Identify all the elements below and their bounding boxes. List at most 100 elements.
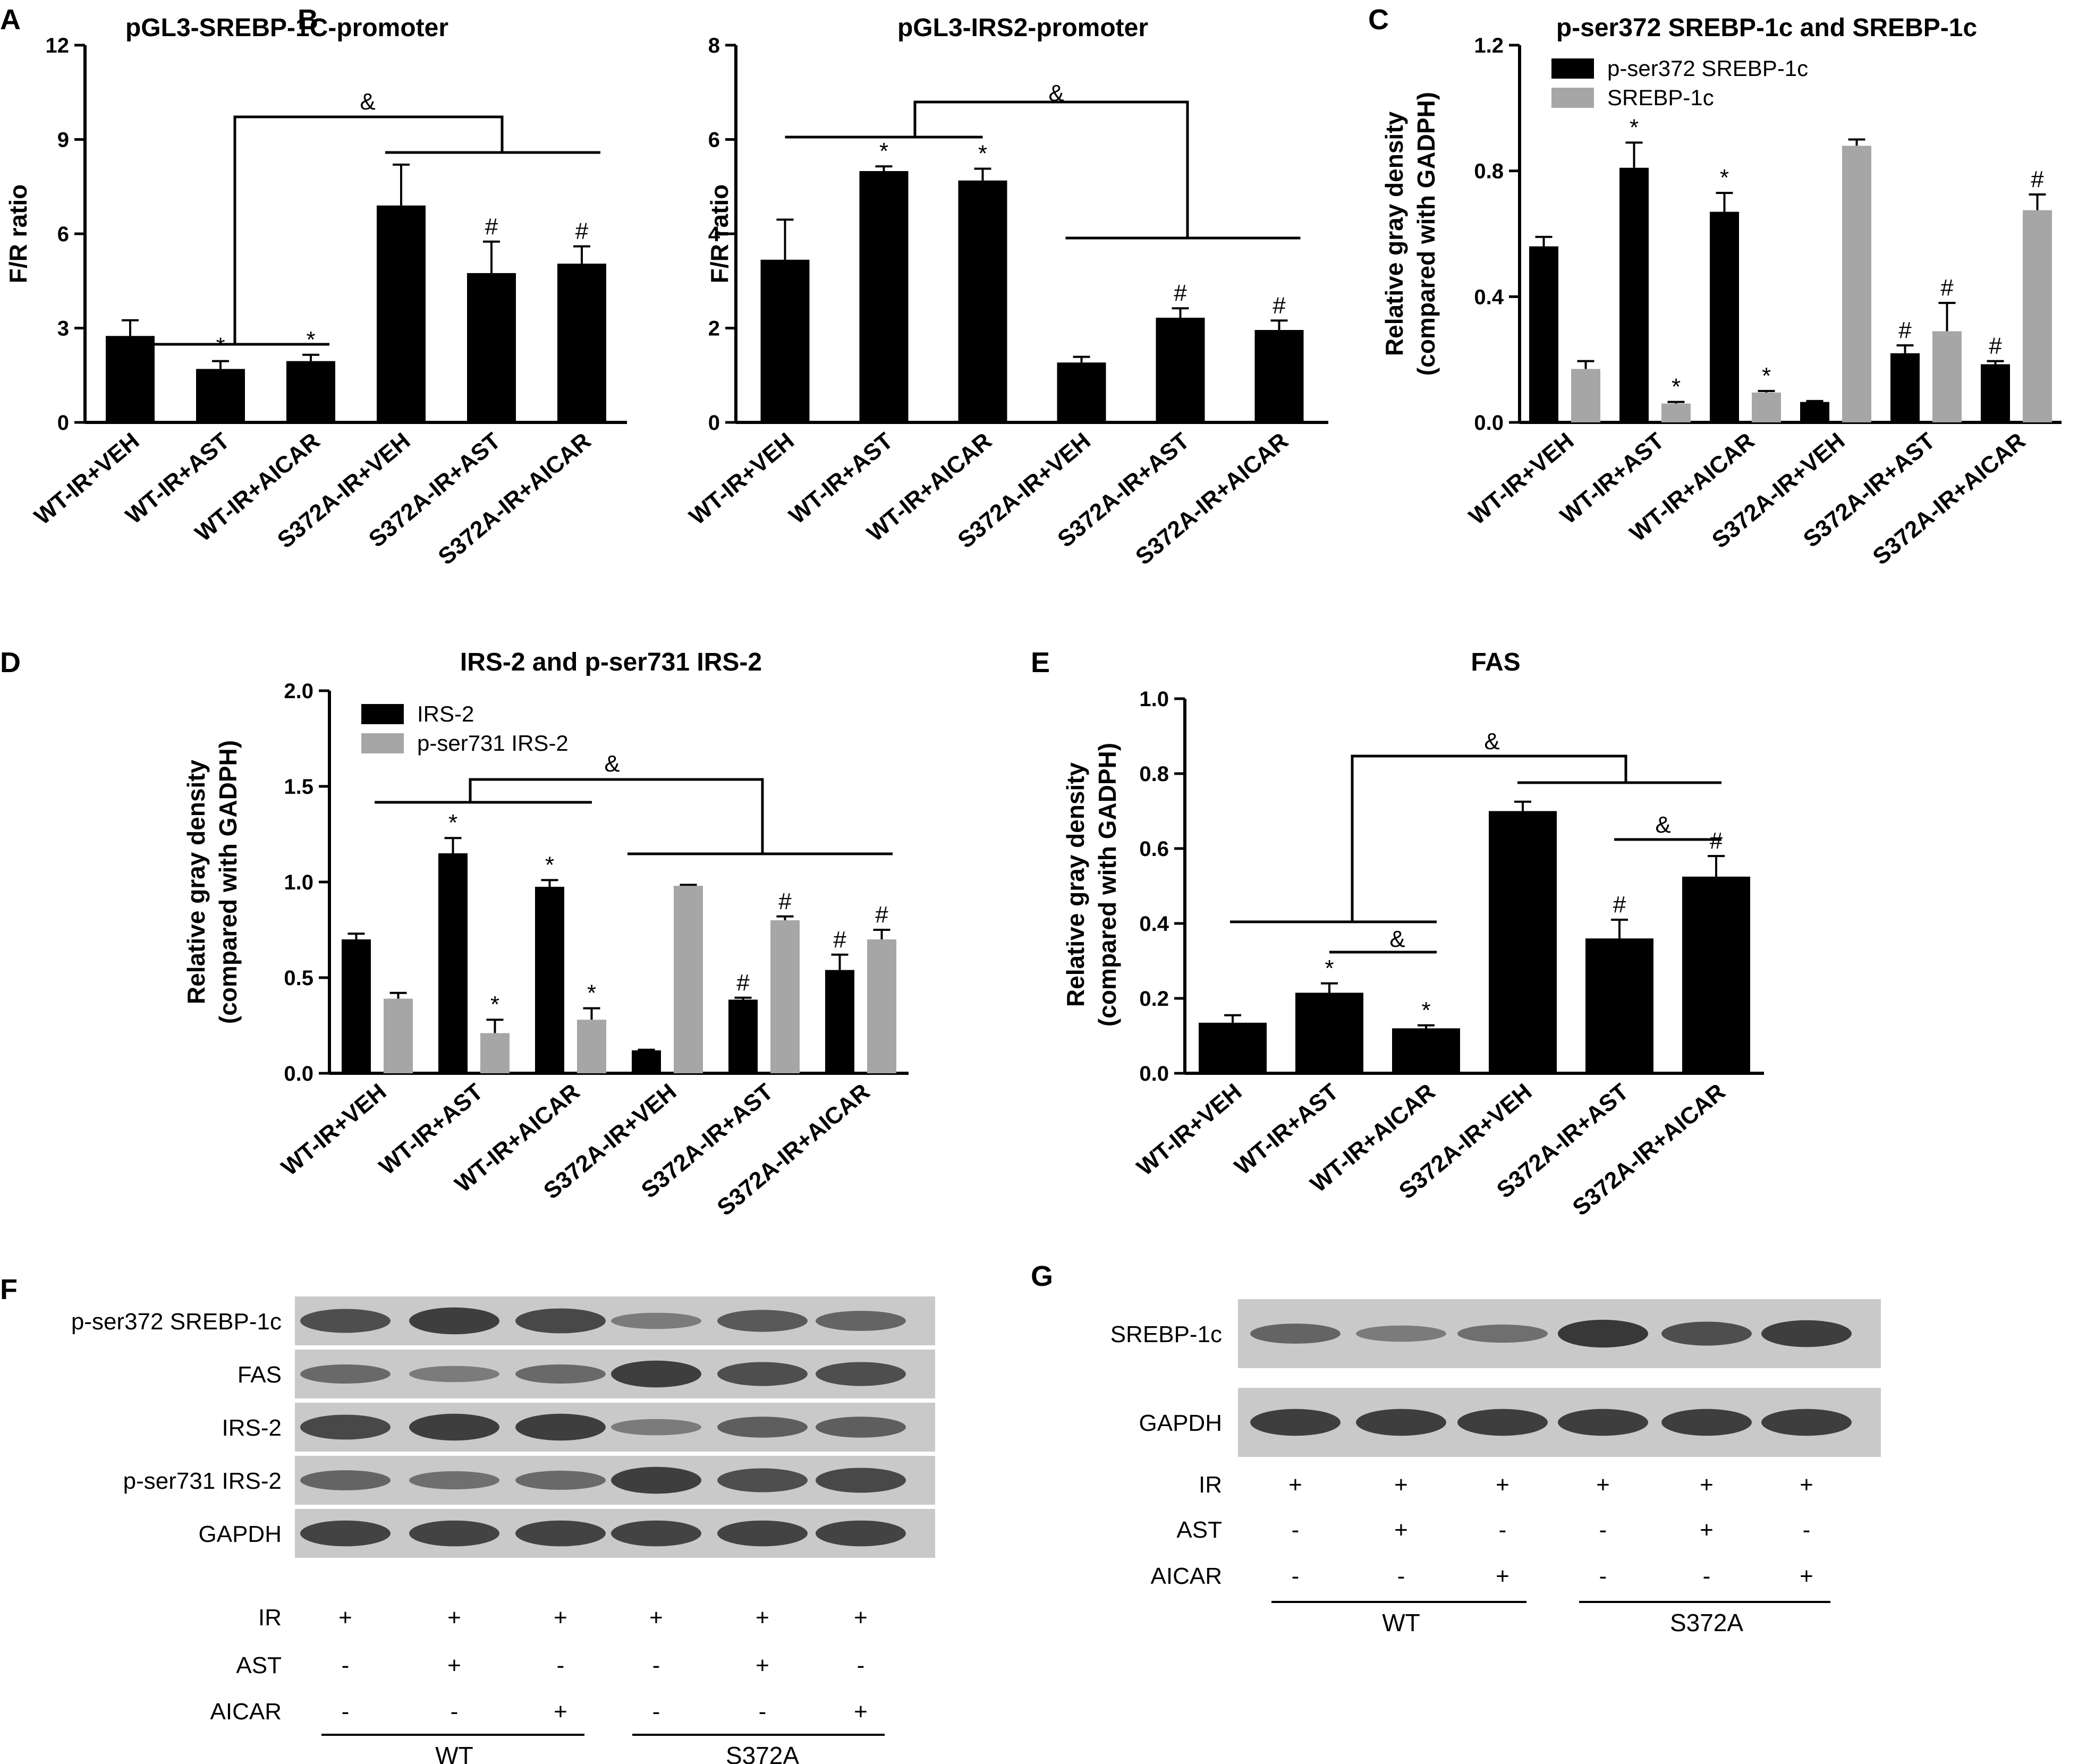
legend-label: p-ser731 IRS-2: [417, 731, 569, 756]
blot-band: [1457, 1324, 1548, 1343]
bar: [1156, 317, 1205, 422]
panel-e: E FAS 0.0 0.2 0.4 0.6 0.8 1.0 Relative gray dens…: [1031, 647, 1764, 1221]
y-tick-label: 0.5: [284, 966, 313, 990]
treatment-sign: +: [338, 1605, 352, 1631]
y-tick-label: 2: [708, 317, 720, 341]
treatment-sign: -: [652, 1652, 660, 1678]
y-tick-label: 0.4: [1474, 285, 1504, 309]
treatment-sign: -: [451, 1699, 459, 1725]
bar: [577, 1020, 606, 1073]
treatment-sign: +: [1596, 1472, 1610, 1498]
treatment-sign: +: [649, 1605, 663, 1631]
bar: [1981, 364, 2010, 422]
significance-mark: *: [545, 852, 554, 878]
bracket-line: [913, 100, 1189, 238]
y-tick-label: 0: [708, 411, 720, 435]
y-tick-label: 0.0: [1474, 411, 1504, 435]
y-tick-label: 1.5: [284, 775, 313, 799]
bar: [467, 273, 516, 422]
panel-letter: G: [1031, 1260, 1053, 1292]
treatment-label: IR: [258, 1605, 282, 1631]
significance-mark: #: [1940, 275, 1954, 301]
group-label: WT: [1382, 1609, 1420, 1636]
treatment-sign: +: [1288, 1472, 1302, 1498]
significance-mark: #: [875, 902, 888, 928]
blot-band: [515, 1364, 606, 1384]
bar: [1661, 403, 1691, 422]
blot-band: [1661, 1321, 1752, 1346]
bar: [1842, 146, 1871, 422]
bar: [674, 886, 703, 1073]
y-axis-label: Relative gray density: [1380, 111, 1408, 356]
bar: [286, 361, 335, 422]
blot-row-label: GAPDH: [1139, 1410, 1222, 1436]
significance-mark: #: [1273, 292, 1286, 318]
blot-band: [409, 1520, 499, 1547]
bar: [106, 336, 155, 422]
blot-row-label: SREBP-1c: [1110, 1321, 1222, 1347]
chart-title: p-ser372 SREBP-1c and SREBP-1c: [1556, 14, 1977, 42]
treatment-sign: -: [1292, 1563, 1300, 1589]
group-label: S372A: [726, 1742, 799, 1764]
treatment-sign: -: [1292, 1517, 1300, 1543]
treatment-sign: -: [857, 1652, 865, 1678]
significance-mark: *: [216, 333, 225, 359]
treatment-sign: -: [557, 1652, 565, 1678]
blot-band: [300, 1520, 391, 1547]
significance-mark: &: [1048, 80, 1064, 106]
bar: [1752, 392, 1781, 422]
y-tick-label: 0.8: [1474, 160, 1504, 183]
significance-mark: *: [1421, 997, 1430, 1023]
blot-band: [611, 1360, 701, 1388]
y-tick-label: 0: [57, 411, 69, 435]
panel-d: D IRS-2 and p-ser731 IRS-2 0.0 0.5 1.0 1.5 2.0…: [0, 647, 909, 1221]
treatment-sign: -: [1499, 1517, 1507, 1543]
bar: [1529, 246, 1558, 422]
legend-label: IRS-2: [417, 701, 474, 726]
bar: [384, 998, 413, 1073]
treatment-sign: +: [1800, 1472, 1813, 1498]
treatment-sign: +: [1394, 1517, 1408, 1543]
treatment-sign: +: [1800, 1563, 1813, 1589]
legend-swatch: [361, 733, 404, 753]
legend-swatch: [1551, 88, 1594, 108]
blot-band: [515, 1471, 606, 1490]
treatment-sign: -: [1703, 1563, 1711, 1589]
bar: [632, 1050, 661, 1073]
significance-mark: #: [2031, 166, 2044, 192]
y-tick-label: 6: [708, 129, 720, 152]
bar: [1571, 369, 1600, 422]
blot-band: [1661, 1409, 1752, 1436]
blot-band: [717, 1310, 808, 1332]
chart-title: pGL3-SREBP-1C-promoter: [125, 14, 448, 42]
significance-mark: #: [575, 218, 589, 244]
blot-band: [409, 1413, 499, 1441]
blot-band: [717, 1520, 808, 1547]
y-tick-label: 0.2: [1139, 987, 1169, 1011]
treatment-sign: +: [756, 1652, 769, 1678]
treatment-sign: -: [1803, 1517, 1811, 1543]
panel-g: G SREBP-1c GAPDH IR + + + + + + AST - + - - + - AICAR - - + -…: [1031, 1260, 1881, 1636]
significance-mark: &: [1389, 926, 1405, 952]
treatment-label: AICAR: [210, 1699, 282, 1725]
bar: [535, 887, 564, 1073]
y-tick-label: 8: [708, 34, 720, 57]
significance-mark: *: [587, 980, 596, 1006]
legend-label: SREBP-1c: [1607, 85, 1714, 110]
blot-band: [717, 1468, 808, 1492]
bar: [1295, 993, 1363, 1073]
y-tick-label: 4: [708, 223, 720, 246]
treatment-label: AST: [1176, 1517, 1222, 1543]
chart-title: IRS-2 and p-ser731 IRS-2: [460, 648, 762, 676]
blot-band: [300, 1470, 391, 1490]
blot-band: [1761, 1409, 1852, 1436]
bar: [1619, 167, 1649, 422]
bar: [480, 1033, 510, 1073]
x-tick-label: WT-IR+VEH: [1132, 1079, 1246, 1181]
treatment-sign: -: [652, 1699, 660, 1725]
bracket-line: [469, 778, 764, 854]
significance-mark: &: [1484, 728, 1499, 754]
treatment-sign: +: [1496, 1563, 1509, 1589]
